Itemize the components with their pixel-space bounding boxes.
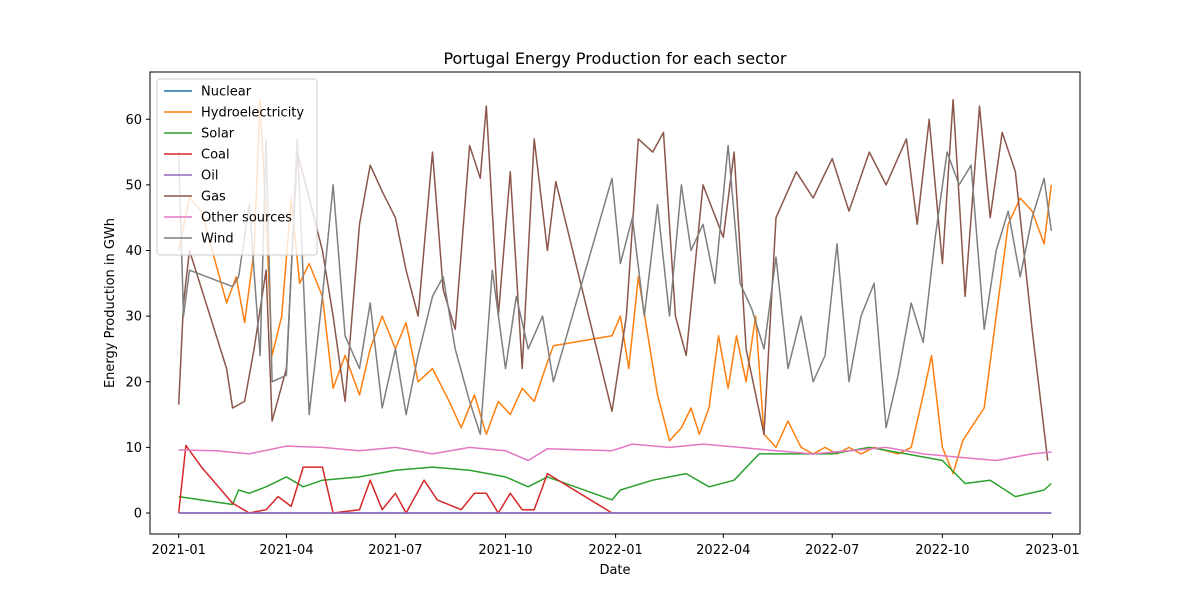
x-tick-label-1: 2021-04	[259, 543, 313, 558]
legend-label-3: Coal	[201, 148, 230, 163]
x-axis: 2021-01 2021-04 2021-07 2021-10 2022-01 2022-…	[152, 534, 1080, 558]
series-line-6	[178, 443, 1052, 462]
y-tick-label-5: 50	[125, 178, 142, 193]
x-tick-label-3: 2021-10	[478, 543, 532, 558]
y-tick-label-0: 0	[134, 507, 142, 522]
y-tick-label-6: 60	[125, 113, 142, 128]
plot-frame	[149, 71, 1081, 535]
x-tick-label-4: 2022-01	[588, 543, 642, 558]
x-tick-label-6: 2022-07	[805, 543, 859, 558]
y-axis-label: Energy Production in GWh	[103, 218, 118, 388]
legend-label-0: Nuclear	[201, 85, 252, 100]
legend: Nuclear Hydroelectricity Solar Coal Oil Gas Ot…	[156, 78, 318, 256]
legend-label-6: Other sources	[201, 211, 292, 226]
x-tick-label-0: 2021-01	[152, 543, 206, 558]
legend-label-4: Oil	[201, 169, 218, 184]
legend-label-1: Hydroelectricity	[201, 106, 304, 121]
y-tick-label-1: 10	[125, 441, 142, 456]
x-tick-label-8: 2023-01	[1025, 543, 1079, 558]
y-tick-label-3: 30	[125, 310, 142, 325]
series-line-3	[177, 444, 613, 514]
series-line-7	[177, 138, 1053, 436]
legend-label-5: Gas	[201, 190, 226, 205]
chart-title: Portugal Energy Production for each sect…	[443, 49, 786, 68]
y-axis: 0 10 20 30 40 50 60	[125, 113, 150, 522]
y-tick-label-2: 20	[125, 375, 142, 390]
y-tick-label-4: 40	[125, 244, 142, 259]
x-tick-label-7: 2022-10	[915, 543, 969, 558]
x-tick-label-5: 2022-04	[696, 543, 750, 558]
legend-label-2: Solar	[201, 127, 235, 142]
legend-box	[156, 78, 318, 256]
x-axis-label: Date	[599, 563, 630, 578]
legend-label-7: Wind	[201, 232, 234, 247]
x-tick-label-2: 2021-07	[368, 543, 422, 558]
series-line-2	[178, 446, 1052, 506]
